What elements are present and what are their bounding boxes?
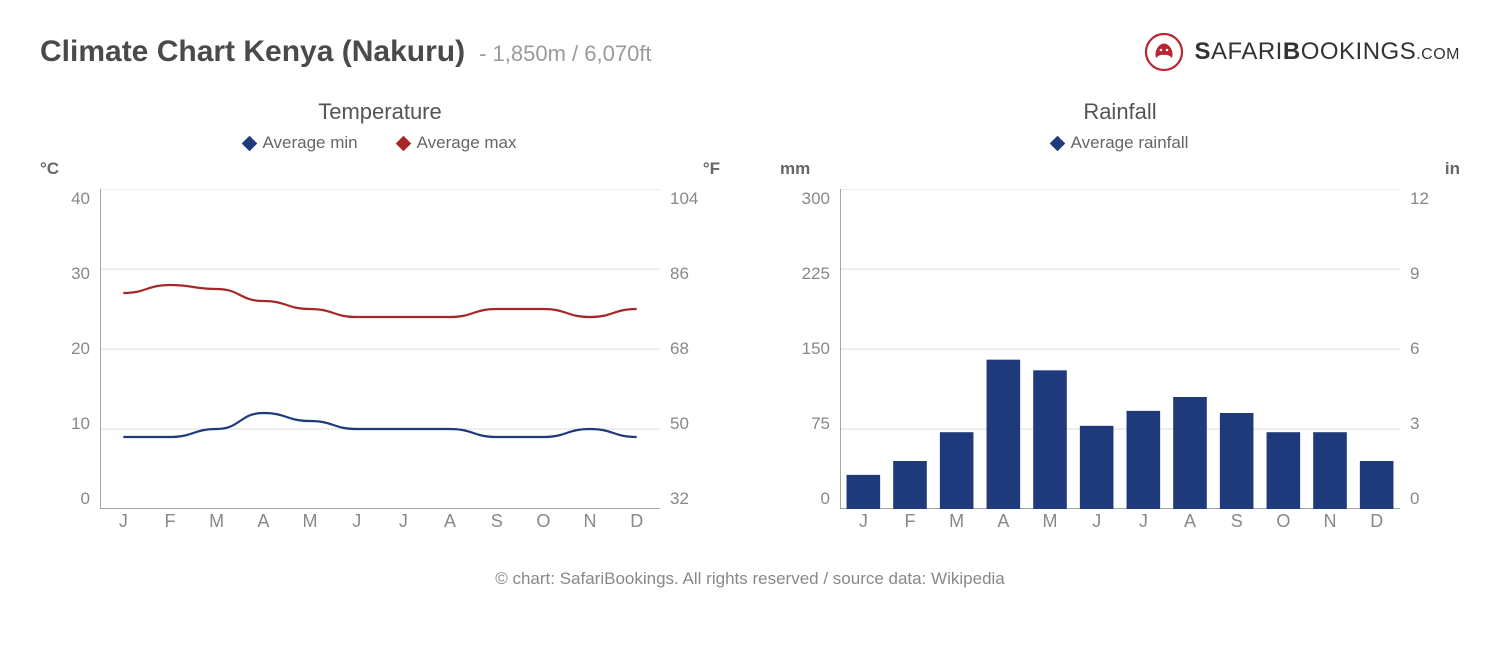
tick-label: 30 (40, 264, 90, 284)
y-axis-left-unit: mm (780, 159, 810, 179)
tick-label: 0 (40, 489, 90, 509)
month-label: J (1073, 511, 1120, 539)
tick-label: 300 (780, 189, 830, 209)
legend-label: Average min (263, 133, 358, 153)
month-label: O (1260, 511, 1307, 539)
y-ticks-fahrenheit: 104 86 68 50 32 (670, 189, 720, 509)
brand-text: SAFARIBOOKINGS.COM (1194, 38, 1460, 66)
tick-label: 9 (1410, 264, 1460, 284)
chart-panels: Temperature Average min Average max °C °… (40, 99, 1460, 539)
rainfall-chart: mm in 300225150750 129630 JFMAMJJASOND (780, 159, 1460, 539)
tick-label: 68 (670, 339, 720, 359)
rainfall-title: Rainfall (780, 99, 1460, 125)
page-subtitle: - 1,850m / 6,070ft (479, 41, 651, 67)
month-label: N (1307, 511, 1354, 539)
x-ticks-months: JFMAMJJASOND (840, 511, 1400, 539)
month-label: M (287, 511, 334, 539)
tick-label: 6 (1410, 339, 1460, 359)
y-axis-right-unit: °F (703, 159, 720, 179)
month-label: A (1167, 511, 1214, 539)
month-label: J (333, 511, 380, 539)
month-label: O (520, 511, 567, 539)
month-label: J (1120, 511, 1167, 539)
tick-label: 32 (670, 489, 720, 509)
page-title: Climate Chart Kenya (Nakuru) (40, 35, 465, 69)
lion-icon (1142, 30, 1186, 74)
temperature-legend: Average min Average max (40, 133, 720, 153)
month-label: M (933, 511, 980, 539)
tick-label: 20 (40, 339, 90, 359)
tick-label: 10 (40, 414, 90, 434)
tick-label: 225 (780, 264, 830, 284)
diamond-icon (241, 135, 257, 151)
temperature-plot (100, 189, 660, 509)
rainfall-plot (840, 189, 1400, 509)
rainfall-panel: Rainfall Average rainfall mm in 30022515… (780, 99, 1460, 539)
month-label: J (380, 511, 427, 539)
month-label: M (193, 511, 240, 539)
month-label: F (887, 511, 934, 539)
y-ticks-in: 12 9 6 3 0 (1410, 189, 1460, 509)
y-axis-left-unit: °C (40, 159, 59, 179)
legend-item-max: Average max (398, 133, 517, 153)
temperature-panel: Temperature Average min Average max °C °… (40, 99, 720, 539)
month-label: A (240, 511, 287, 539)
x-ticks-months: JFMAMJJASOND (100, 511, 660, 539)
header: Climate Chart Kenya (Nakuru) - 1,850m / … (40, 30, 1460, 74)
y-axis-right-unit: in (1445, 159, 1460, 179)
tick-label: 86 (670, 264, 720, 284)
legend-item-rainfall: Average rainfall (1052, 133, 1189, 153)
tick-label: 50 (670, 414, 720, 434)
tick-label: 3 (1410, 414, 1460, 434)
month-label: N (567, 511, 614, 539)
tick-label: 0 (780, 489, 830, 509)
brand-logo: SAFARIBOOKINGS.COM (1142, 30, 1460, 74)
legend-label: Average rainfall (1071, 133, 1189, 153)
legend-label: Average max (417, 133, 517, 153)
temperature-title: Temperature (40, 99, 720, 125)
tick-label: 12 (1410, 189, 1460, 209)
month-label: A (980, 511, 1027, 539)
credit-line: © chart: SafariBookings. All rights rese… (40, 569, 1460, 589)
diamond-icon (1049, 135, 1065, 151)
y-ticks-mm: 300 225 150 75 0 (780, 189, 830, 509)
tick-label: 0 (1410, 489, 1460, 509)
month-label: D (1353, 511, 1400, 539)
month-label: S (473, 511, 520, 539)
month-label: F (147, 511, 194, 539)
tick-label: 104 (670, 189, 720, 209)
tick-label: 40 (40, 189, 90, 209)
y-ticks-celsius: 40 30 20 10 0 (40, 189, 90, 509)
title-block: Climate Chart Kenya (Nakuru) - 1,850m / … (40, 35, 652, 69)
month-label: S (1213, 511, 1260, 539)
month-label: J (840, 511, 887, 539)
tick-label: 150 (780, 339, 830, 359)
legend-item-min: Average min (244, 133, 358, 153)
month-label: D (613, 511, 660, 539)
tick-label: 75 (780, 414, 830, 434)
month-label: M (1027, 511, 1074, 539)
month-label: J (100, 511, 147, 539)
rainfall-legend: Average rainfall (780, 133, 1460, 153)
diamond-icon (395, 135, 411, 151)
temperature-chart: °C °F 403020100 10486685032 JFMAMJJASOND (40, 159, 720, 539)
month-label: A (427, 511, 474, 539)
